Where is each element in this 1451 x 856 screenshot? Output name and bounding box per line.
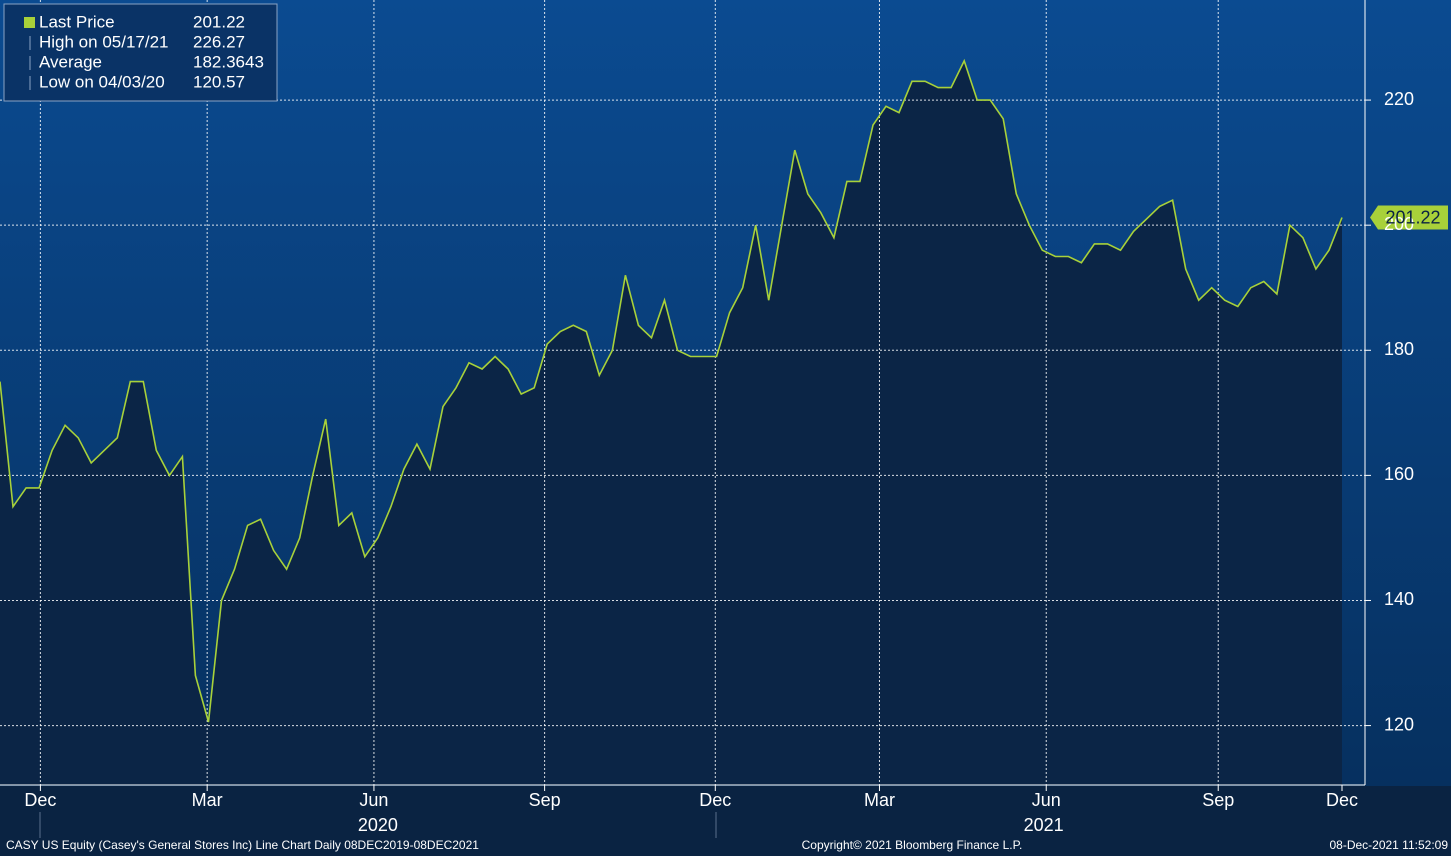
legend-value: 120.57 <box>193 72 245 91</box>
legend-label: Low on 04/03/20 <box>39 72 165 91</box>
area <box>0 60 1342 785</box>
x-tick-label: Mar <box>192 790 223 810</box>
x-tick-label: Jun <box>359 790 388 810</box>
legend-value: 201.22 <box>193 12 245 31</box>
y-tick-label: 180 <box>1384 339 1414 359</box>
legend-box <box>3 3 278 102</box>
legend-value: 182.3643 <box>193 52 264 71</box>
legend-swatch <box>24 17 35 28</box>
y-tick-label: 140 <box>1384 589 1414 609</box>
plot <box>0 0 1448 785</box>
x-tick-label: Dec <box>1326 790 1358 810</box>
x-tick-label: Jun <box>1032 790 1061 810</box>
last-price-label: 201.22 <box>1385 207 1440 227</box>
legend-label: Average <box>39 52 102 71</box>
footer-right: 08-Dec-2021 11:52:09 <box>1329 838 1448 852</box>
axis-background <box>0 786 1451 856</box>
year-label: 2021 <box>1024 815 1064 835</box>
year-label: 2020 <box>358 815 398 835</box>
x-tick-label: Dec <box>699 790 731 810</box>
x-tick-label: Dec <box>24 790 56 810</box>
x-tick-label: Sep <box>1202 790 1234 810</box>
footer-center: Copyright© 2021 Bloomberg Finance L.P. <box>802 838 1023 852</box>
legend-label: High on 05/17/21 <box>39 32 169 51</box>
x-tick-label: Mar <box>864 790 895 810</box>
price-line <box>0 58 1343 723</box>
footer-left: CASY US Equity (Casey's General Stores I… <box>6 838 479 852</box>
last-price-tag <box>1370 205 1448 230</box>
x-tick-label: Sep <box>529 790 561 810</box>
legend-label: Last Price <box>39 12 115 31</box>
y-tick-label: 120 <box>1384 714 1414 734</box>
legend-value: 226.27 <box>193 32 245 51</box>
y-tick-label: 160 <box>1384 464 1414 484</box>
y-tick-label: 220 <box>1384 89 1414 109</box>
y-tick-label: 200 <box>1384 214 1414 234</box>
